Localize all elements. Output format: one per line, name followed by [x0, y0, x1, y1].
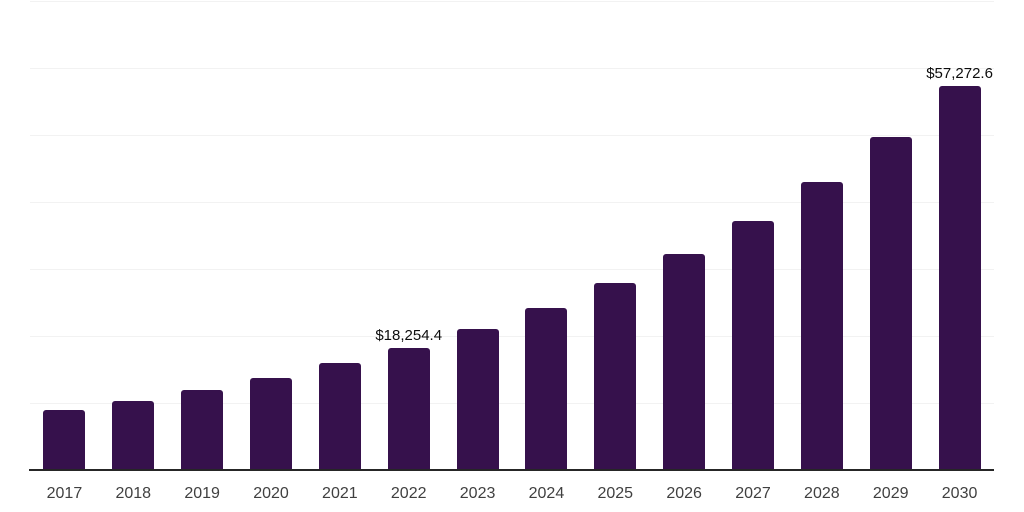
x-tick-2025: 2025 — [597, 485, 634, 502]
bar-2021 — [318, 363, 361, 470]
x-tick-2026: 2026 — [666, 485, 702, 502]
bar-2028 — [800, 181, 843, 470]
x-tick-2023: 2023 — [459, 485, 496, 502]
gridline-50000 — [30, 135, 994, 136]
bar-2029 — [869, 137, 912, 470]
bar-2022 — [387, 347, 430, 470]
x-tick-2028: 2028 — [804, 485, 840, 502]
bar-2018 — [112, 401, 155, 470]
value-label-2030: $57,272.6 — [926, 65, 993, 83]
x-tick-2029: 2029 — [872, 485, 909, 502]
gridline-70000 — [30, 1, 994, 2]
bar-2024 — [525, 307, 568, 470]
bar-2026 — [663, 253, 706, 470]
gridline-20000 — [30, 336, 994, 337]
x-tick-2021: 2021 — [322, 485, 358, 502]
bar-2019 — [181, 389, 224, 470]
x-tick-2017: 2017 — [46, 485, 83, 502]
bar-2025 — [594, 283, 637, 470]
bar-2017 — [43, 410, 86, 470]
bar-2020 — [250, 377, 292, 470]
bar-2023 — [456, 328, 499, 470]
gridline-40000 — [30, 202, 994, 203]
x-tick-2022: 2022 — [390, 485, 427, 502]
x-tick-2020: 2020 — [253, 485, 289, 502]
x-axis-line — [29, 469, 994, 471]
gridline-10000 — [30, 403, 994, 404]
x-tick-2024: 2024 — [528, 485, 565, 502]
value-label-2022: $18,254.4 — [375, 326, 443, 344]
x-tick-2018: 2018 — [115, 485, 152, 502]
bar-2027 — [732, 221, 774, 470]
gridline-60000 — [30, 68, 994, 69]
x-tick-2030: 2030 — [941, 485, 978, 502]
gridline-30000 — [30, 269, 994, 270]
bar-2030 — [938, 86, 981, 470]
x-tick-2027: 2027 — [735, 485, 771, 502]
x-tick-2019: 2019 — [184, 485, 220, 502]
